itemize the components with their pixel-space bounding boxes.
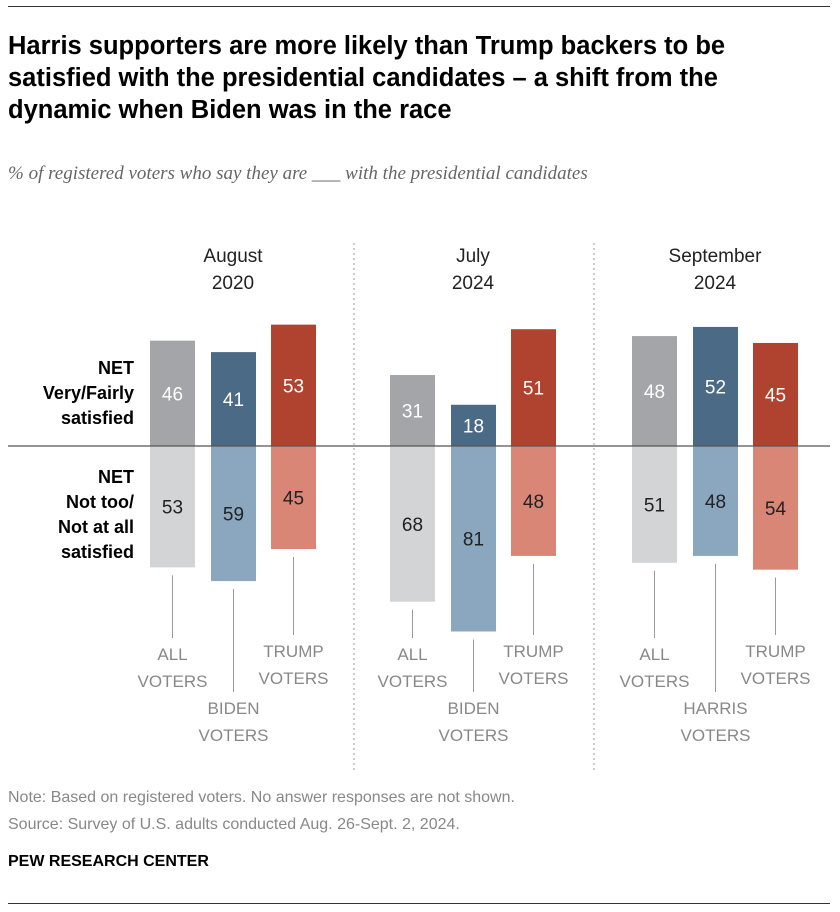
chart-title: Harris supporters are more likely than T… bbox=[8, 32, 726, 124]
bar-label: TRUMP bbox=[263, 642, 323, 661]
bar-label: VOTERS bbox=[439, 726, 509, 745]
bar-not-satisfied bbox=[271, 446, 316, 550]
group-label: 2024 bbox=[694, 273, 737, 294]
data-label-satisfied: 51 bbox=[523, 379, 544, 400]
bar-label: BIDEN bbox=[448, 699, 500, 718]
data-label-satisfied: 48 bbox=[644, 382, 665, 403]
bar-label: ALL bbox=[157, 645, 187, 664]
data-label-satisfied: 46 bbox=[162, 384, 183, 405]
source: Source: Survey of U.S. adults conducted … bbox=[8, 816, 460, 833]
data-label-not-satisfied: 53 bbox=[162, 498, 183, 519]
bar-label: TRUMP bbox=[503, 642, 563, 661]
brand-logo: PEW RESEARCH CENTER bbox=[8, 853, 209, 870]
bar-not-satisfied bbox=[451, 446, 496, 632]
bar-not-satisfied bbox=[693, 446, 738, 556]
bar-label: TRUMP bbox=[745, 642, 805, 661]
group-label: August bbox=[203, 246, 263, 267]
data-label-not-satisfied: 54 bbox=[765, 499, 787, 520]
data-label-not-satisfied: 48 bbox=[523, 492, 544, 513]
bar-label: VOTERS bbox=[138, 672, 208, 691]
data-label-not-satisfied: 48 bbox=[705, 492, 726, 513]
bar-satisfied bbox=[390, 375, 435, 446]
bar-satisfied bbox=[451, 404, 496, 446]
bar-label: VOTERS bbox=[259, 669, 329, 688]
data-label-satisfied: 18 bbox=[463, 416, 484, 437]
data-label-not-satisfied: 45 bbox=[283, 489, 304, 510]
bar-not-satisfied bbox=[390, 446, 435, 602]
bar-label: ALL bbox=[397, 645, 427, 664]
bar-satisfied bbox=[693, 326, 738, 446]
data-label-satisfied: 31 bbox=[402, 402, 423, 423]
row-label-not-satisfied: Not too/ bbox=[66, 492, 134, 512]
bar-satisfied bbox=[150, 340, 195, 446]
bar-label: VOTERS bbox=[199, 726, 269, 745]
bottom-rule bbox=[8, 903, 830, 904]
bar-label: ALL bbox=[639, 645, 669, 664]
note: Note: Based on registered voters. No ans… bbox=[8, 789, 515, 806]
row-label-satisfied: Very/Fairly bbox=[43, 383, 134, 403]
data-label-satisfied: 53 bbox=[283, 376, 304, 397]
data-label-satisfied: 41 bbox=[223, 390, 244, 411]
row-label-not-satisfied: NET bbox=[98, 467, 134, 487]
bar-not-satisfied bbox=[211, 446, 256, 582]
bar-label: VOTERS bbox=[741, 669, 811, 688]
row-label-satisfied: satisfied bbox=[61, 408, 134, 428]
data-label-not-satisfied: 68 bbox=[402, 515, 423, 536]
bar-satisfied bbox=[753, 342, 798, 446]
bar-label: HARRIS bbox=[683, 699, 747, 718]
bar-label: BIDEN bbox=[208, 699, 260, 718]
data-label-not-satisfied: 59 bbox=[223, 505, 244, 526]
group-label: July bbox=[456, 246, 490, 267]
bar-label: VOTERS bbox=[620, 672, 690, 691]
bar-satisfied bbox=[632, 336, 677, 446]
data-label-satisfied: 52 bbox=[705, 377, 726, 398]
data-label-not-satisfied: 81 bbox=[463, 530, 484, 551]
bar-satisfied bbox=[511, 329, 556, 446]
top-rule bbox=[8, 6, 830, 7]
bar-label: VOTERS bbox=[378, 672, 448, 691]
group-label: September bbox=[669, 246, 763, 267]
bar-label: VOTERS bbox=[499, 669, 569, 688]
bar-not-satisfied bbox=[150, 446, 195, 568]
row-label-satisfied: NET bbox=[98, 358, 134, 378]
group-label: 2024 bbox=[452, 273, 495, 294]
bar-satisfied bbox=[211, 352, 256, 446]
chart-subtitle: % of registered voters who say they are … bbox=[8, 163, 588, 184]
bar-not-satisfied bbox=[632, 446, 677, 563]
bar-not-satisfied bbox=[753, 446, 798, 570]
bar-satisfied bbox=[271, 324, 316, 446]
bar-not-satisfied bbox=[511, 446, 556, 556]
data-label-satisfied: 45 bbox=[765, 385, 786, 406]
group-label: 2020 bbox=[212, 273, 254, 294]
row-label-not-satisfied: satisfied bbox=[61, 542, 134, 562]
bar-label: VOTERS bbox=[681, 726, 751, 745]
data-label-not-satisfied: 51 bbox=[644, 495, 665, 516]
row-label-not-satisfied: Not at all bbox=[58, 517, 134, 537]
chart: NET Very/Fairly satisfied NET Not too/Not at… bbox=[8, 243, 830, 770]
